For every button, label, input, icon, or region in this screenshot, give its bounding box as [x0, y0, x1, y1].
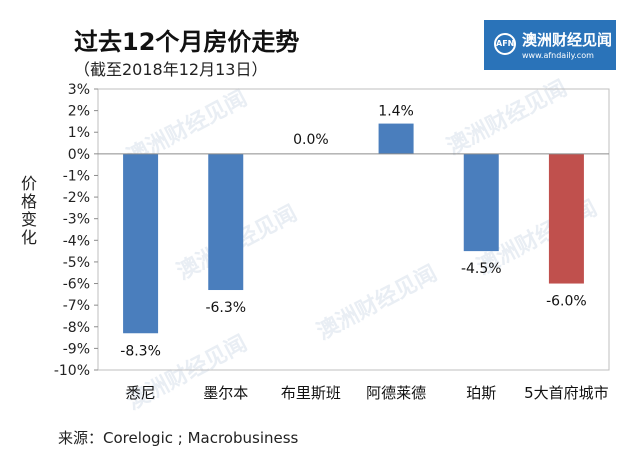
- x-tick-label: 布里斯班: [281, 384, 341, 402]
- data-label: -6.0%: [546, 294, 587, 310]
- x-tick-label: 悉尼: [126, 384, 156, 402]
- y-tick-label: 1%: [68, 125, 90, 141]
- y-tick-label: 2%: [68, 104, 90, 120]
- data-label: -6.3%: [205, 300, 246, 316]
- y-tick-label: -8%: [63, 320, 90, 336]
- logo-name: 澳洲财经见闻: [522, 31, 613, 49]
- x-tick-label: 阿德莱德: [366, 384, 426, 402]
- x-tick-label: 墨尔本: [203, 384, 248, 402]
- bar: [123, 153, 159, 334]
- y-tick-label: -1%: [63, 168, 90, 184]
- y-tick-label: -4%: [63, 233, 90, 249]
- y-tick-label: -6%: [63, 277, 90, 293]
- data-label: 1.4%: [378, 104, 414, 120]
- logo-mark-text: AFN: [496, 39, 515, 48]
- y-tick-label: 0%: [68, 147, 90, 163]
- y-tick-label: -9%: [63, 341, 90, 357]
- chart-title: 过去12个月房价走势: [74, 28, 300, 56]
- plot-area: [97, 88, 610, 371]
- logo-url: www.afndaily.com: [522, 51, 594, 60]
- chart-subtitle: （截至2018年12月13日）: [74, 60, 268, 79]
- y-tick-label: -2%: [63, 190, 90, 206]
- logo-mark-icon: AFN: [494, 33, 516, 55]
- y-tick-label: -7%: [63, 298, 90, 314]
- y-tick-label: 3%: [68, 82, 90, 98]
- bar: [463, 153, 499, 252]
- brand-logo: AFN 澳洲财经见闻 www.afndaily.com: [484, 20, 616, 70]
- y-tick-label: -3%: [63, 212, 90, 228]
- y-axis-label: 价格变化: [20, 174, 37, 247]
- data-label: -4.5%: [461, 261, 502, 277]
- data-label: -8.3%: [120, 343, 161, 359]
- source-note: 来源：Corelogic ; Macrobusiness: [58, 429, 299, 447]
- y-tick-label: -5%: [63, 255, 90, 271]
- bar: [548, 153, 584, 284]
- bar: [378, 123, 414, 154]
- bar: [208, 153, 244, 291]
- x-tick-label: 珀斯: [466, 384, 496, 402]
- data-label: 0.0%: [293, 132, 329, 148]
- x-tick-label: 5大首府城市: [524, 384, 609, 402]
- y-tick-label: -10%: [54, 363, 90, 379]
